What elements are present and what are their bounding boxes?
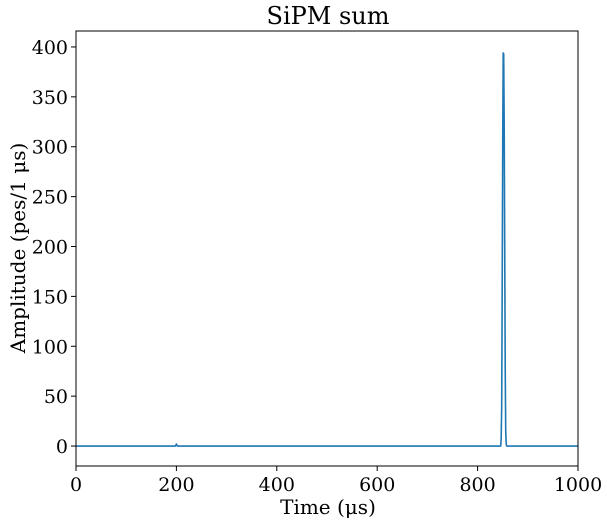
y-tick-label-350: 350 <box>32 87 68 109</box>
y-tick-label-400: 400 <box>32 37 68 59</box>
plot-frame <box>75 30 579 467</box>
x-tick-label-600: 600 <box>359 474 395 496</box>
y-tick-label-0: 0 <box>56 436 68 458</box>
y-tick-label-250: 250 <box>32 187 68 209</box>
chart-title: SiPM sum <box>267 2 390 30</box>
x-tick-label-800: 800 <box>459 474 495 496</box>
x-tick-label-200: 200 <box>158 474 194 496</box>
y-tick-label-150: 150 <box>32 286 68 308</box>
y-tick-label-50: 50 <box>44 386 68 408</box>
x-axis-label: Time (μs) <box>280 495 376 519</box>
x-tick-label-400: 400 <box>259 474 295 496</box>
plot-area: 0 200 400 600 800 1000 0 50 100 150 200 250 300 350 40… <box>32 30 602 496</box>
x-tick-label-0: 0 <box>70 474 82 496</box>
y-axis-label: Amplitude (pes/1 μs) <box>6 143 30 355</box>
y-tick-label-200: 200 <box>32 237 68 259</box>
y-tick-label-300: 300 <box>32 137 68 159</box>
series-line-0 <box>76 52 578 447</box>
x-tick-label-1000: 1000 <box>554 474 602 496</box>
y-tick-label-100: 100 <box>32 336 68 358</box>
